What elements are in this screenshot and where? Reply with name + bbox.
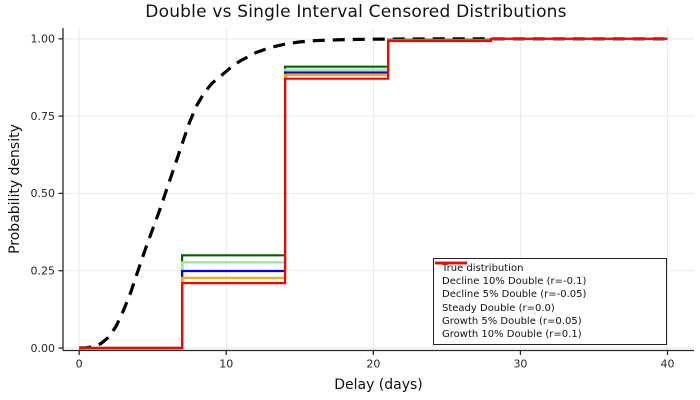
- legend-entry-0: True distribution: [435, 261, 660, 275]
- x-tick-label: 40: [661, 358, 675, 371]
- legend-label: Decline 5% Double (r=-0.05): [442, 289, 587, 301]
- y-axis-label: Probability density: [7, 124, 23, 254]
- legend-label: True distribution: [442, 263, 524, 275]
- y-tick-label: 0.25: [31, 265, 56, 278]
- y-tick-label: 0.75: [31, 110, 56, 123]
- legend-entry-3: Steady Double (r=0.0): [435, 261, 660, 315]
- x-axis-label: Delay (days): [334, 377, 423, 393]
- legend: True distribution Decline 10% Double (r=-…: [433, 258, 667, 345]
- legend-entry-5: Growth 10% Double (r=0.1): [435, 261, 660, 341]
- legend-entry-4: Growth 5% Double (r=0.05): [435, 261, 660, 328]
- y-tick-label: 1.00: [31, 33, 56, 46]
- x-tick-label: 30: [513, 358, 527, 371]
- legend-label: Growth 5% Double (r=0.05): [442, 315, 582, 327]
- legend-entry-2: Decline 5% Double (r=-0.05): [435, 261, 660, 301]
- series-line-5: [79, 37, 668, 350]
- x-tick-label: 0: [76, 358, 83, 371]
- y-tick-label: 0.50: [31, 187, 56, 200]
- chart-title: Double vs Single Interval Censored Distr…: [145, 2, 567, 22]
- y-tick-label: 0.00: [31, 342, 56, 355]
- x-tick-label: 20: [366, 358, 380, 371]
- legend-label: Decline 10% Double (r=-0.1): [442, 276, 587, 288]
- legend-label: Steady Double (r=0.0): [442, 302, 555, 314]
- legend-line-sample: [435, 261, 467, 265]
- x-tick-label: 10: [219, 358, 233, 371]
- legend-label: Growth 10% Double (r=0.1): [442, 328, 582, 340]
- legend-entry-1: Decline 10% Double (r=-0.1): [435, 261, 660, 288]
